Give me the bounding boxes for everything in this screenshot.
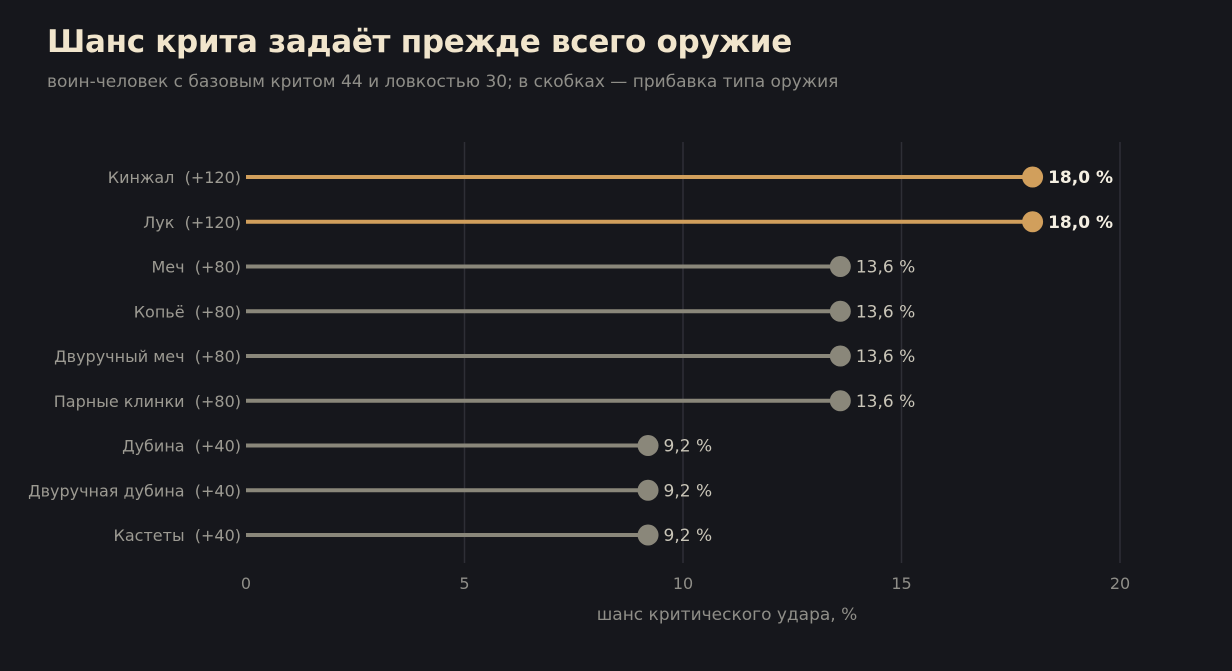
category-label: Кинжал (+120): [108, 168, 241, 187]
x-tick-label: 20: [1110, 574, 1130, 593]
value-label: 9,2 %: [664, 481, 713, 501]
x-tick-label: 0: [241, 574, 251, 593]
category-label: Парные клинки (+80): [54, 392, 241, 411]
lollipop-dot: [829, 345, 851, 367]
value-label: 9,2 %: [664, 526, 713, 546]
lollipop-dot: [829, 256, 851, 277]
value-label: 13,6 %: [856, 347, 915, 367]
lollipop-dot: [1022, 211, 1044, 233]
value-label: 9,2 %: [664, 437, 713, 457]
lollipop-dot: [637, 524, 659, 546]
value-label: 13,6 %: [856, 302, 915, 322]
value-labels: 18,0 % 18,0 % 13,6 % 13,6 % 13,6 % 13,6 % 9,2 …: [664, 168, 1113, 546]
grid-lines: [463, 142, 1121, 563]
lollipop-dot: [637, 479, 659, 501]
x-tick-label: 15: [891, 574, 911, 593]
x-axis-ticks: 0 5 10 15 20: [241, 574, 1130, 593]
lollipop-dot: [829, 300, 851, 322]
lollipop-stems: [246, 175, 1033, 537]
value-label: 18,0 %: [1048, 213, 1113, 233]
value-label: 13,6 %: [856, 258, 915, 278]
category-label: Лук (+120): [143, 213, 241, 232]
lollipop-dots: [637, 166, 1044, 546]
category-label: Кастеты (+40): [114, 526, 242, 545]
lollipop-dot: [1022, 166, 1044, 188]
category-label: Дубина (+40): [122, 437, 241, 456]
category-label: Двуручная дубина (+40): [28, 481, 241, 500]
value-label: 13,6 %: [856, 392, 915, 412]
x-axis-title: шанс критического удара, %: [597, 605, 858, 625]
x-tick-label: 5: [459, 574, 469, 593]
category-label: Меч (+80): [151, 258, 241, 277]
lollipop-dot: [637, 435, 659, 456]
x-tick-label: 10: [673, 574, 693, 593]
category-label: Копьё (+80): [134, 302, 241, 321]
chart-subtitle: воин-человек с базовым критом 44 и ловко…: [47, 72, 839, 92]
chart-title: Шанс крита задаёт прежде всего оружие: [47, 24, 792, 60]
lollipop-dot: [829, 390, 851, 412]
value-label: 18,0 %: [1048, 168, 1113, 188]
category-label: Двуручный меч (+80): [54, 347, 241, 366]
category-labels: Кинжал (+120) Лук (+120) Меч (+80) Копьё (+…: [28, 168, 241, 545]
